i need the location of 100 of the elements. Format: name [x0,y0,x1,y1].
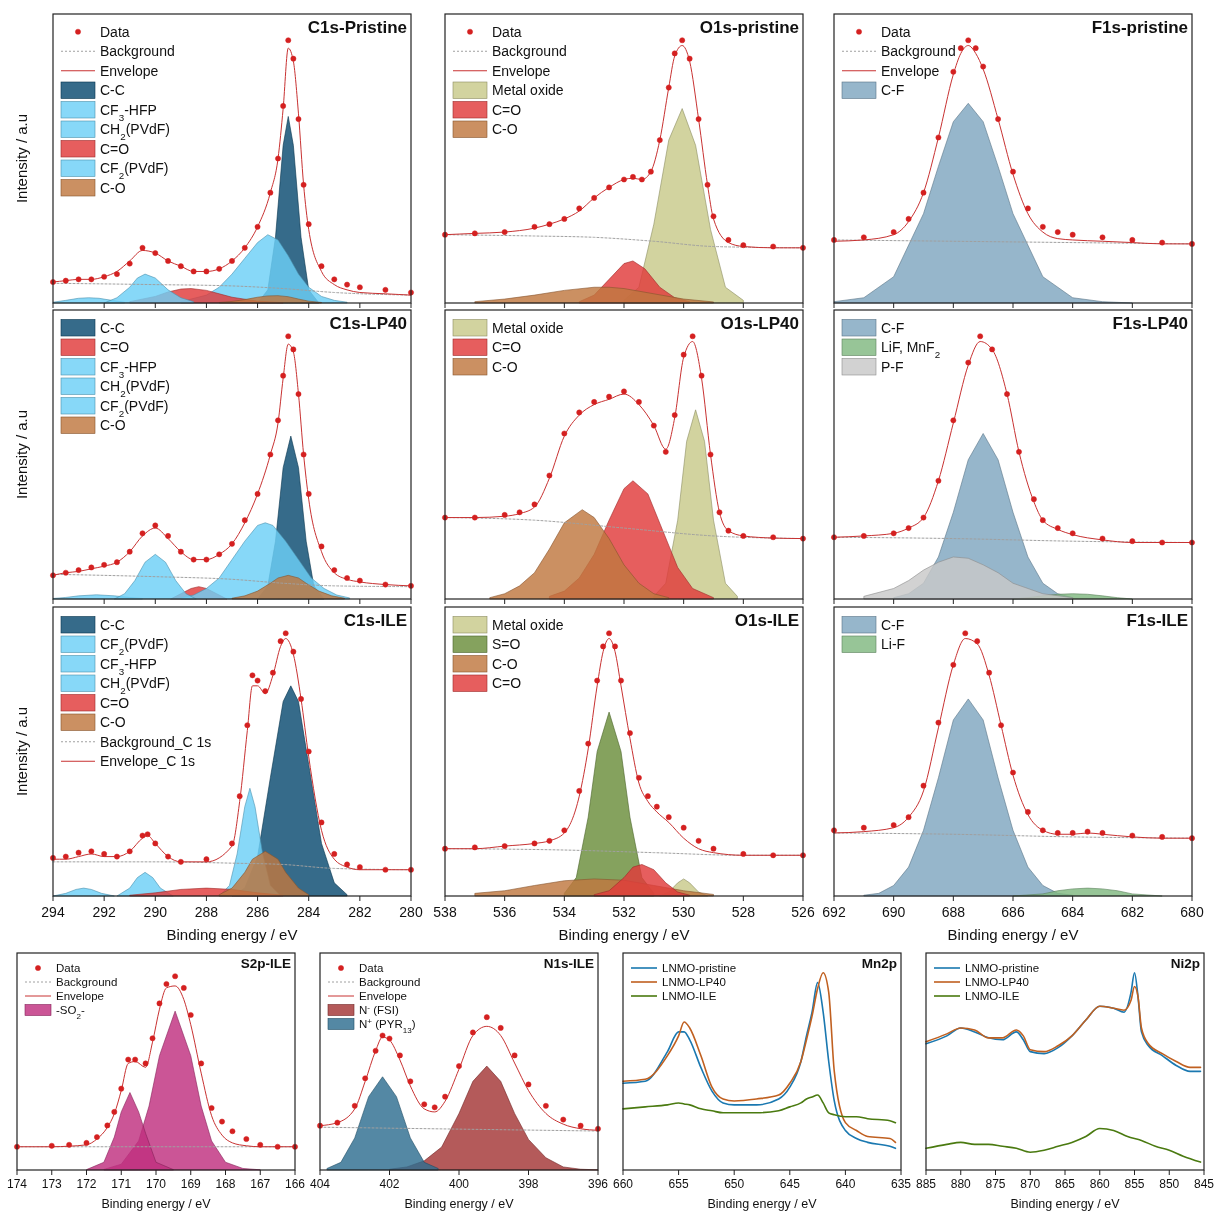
x-tick-label: 850 [1159,1177,1180,1191]
x-axis-title: Binding energy / eV [947,926,1079,943]
legend-label: Envelope [881,62,940,79]
x-tick-label: 680 [1180,904,1204,920]
legend-label: Data [100,23,130,40]
legend-label: C-O [100,179,126,196]
chart-title: C1s-Pristine [307,18,407,37]
legend-label: Data [56,962,81,975]
chart-title: C1s-LP40 [329,314,407,333]
legend-label: Envelope [492,62,551,79]
x-tick-label: 292 [92,904,117,920]
legend-label: LNMO-ILE [965,990,1020,1003]
legend-label: C=O [100,694,130,711]
y-axis-title: Intensity / a.u [13,113,30,204]
x-tick-label: 172 [76,1177,97,1191]
legend-label: LNMO-pristine [662,962,737,975]
legend-label: Envelope [56,990,104,1003]
chart-title: N1s-ILE [543,956,594,971]
x-tick-label: 290 [143,904,168,920]
legend-label: C-F [881,616,905,633]
x-axis-title: Binding energy / eV [707,1197,818,1211]
legend-label: Background [100,43,175,60]
legend-label: N$^{+}$ (PYR$_{13}$) [359,1016,416,1035]
legend-label: Metal oxide [492,319,564,336]
x-tick-label: 169 [180,1177,202,1191]
chart-title: F1s-ILE [1126,611,1188,630]
legend-label: Data [881,23,911,40]
legend-label: LNMO-LP40 [662,976,726,989]
legend-label: Metal oxide [492,616,564,633]
x-tick-label: 536 [492,904,517,920]
x-tick-label: 532 [612,904,636,920]
x-tick-label: 635 [890,1177,912,1191]
legend-label: C=O [100,339,130,356]
legend-label: C-O [100,714,126,731]
legend-label: S=O [492,636,521,653]
x-tick-label: 870 [1020,1177,1041,1191]
legend-label: -SO$_{2}$- [56,1004,85,1021]
x-tick-label: 538 [433,904,457,920]
x-tick-label: 284 [297,904,321,920]
legend-label: C-F [881,82,905,99]
legend-label: LNMO-LP40 [965,976,1029,989]
x-tick-label: 398 [518,1177,539,1191]
x-tick-label: 885 [915,1177,937,1191]
x-tick-label: 692 [822,904,846,920]
x-tick-label: 688 [941,904,966,920]
x-tick-label: 174 [6,1177,28,1191]
legend-label: CH$_{2}$(PVdF) [100,675,171,696]
legend-label: LNMO-pristine [965,962,1040,975]
legend-label: C-C [100,82,125,99]
x-tick-label: 166 [284,1177,306,1191]
y-axis-title: Intensity / a.u [13,409,30,500]
x-tick-label: 280 [399,904,423,920]
legend-label: Data [359,962,384,975]
chart-title: F1s-LP40 [1112,314,1188,333]
legend-label: C-F [881,319,905,336]
x-tick-label: 686 [1001,904,1025,920]
x-tick-label: 404 [309,1177,331,1191]
legend-label: C-C [100,616,125,633]
x-tick-label: 168 [215,1177,236,1191]
x-tick-label: 845 [1193,1177,1215,1191]
x-axis-title: Binding energy / eV [558,926,690,943]
x-tick-label: 660 [612,1177,634,1191]
x-tick-label: 282 [348,904,372,920]
legend-label: Metal oxide [492,82,564,99]
x-tick-label: 528 [731,904,756,920]
chart-title: F1s-pristine [1091,18,1188,37]
legend-label: Envelope [359,990,407,1003]
y-axis-title: Intensity / a.u [13,706,30,797]
x-tick-label: 855 [1124,1177,1145,1191]
legend-label: CF$_{3}$-HFP [100,101,157,123]
x-tick-label: 170 [145,1177,167,1191]
chart-title: Mn2p [861,956,897,971]
x-tick-label: 402 [379,1177,400,1191]
x-tick-label: 530 [671,904,696,920]
legend-label: Envelope [100,62,159,79]
chart-title: O1s-pristine [699,18,799,37]
x-tick-label: 396 [587,1177,609,1191]
x-tick-label: 682 [1120,904,1145,920]
legend-label: CF$_{3}$-HFP [100,655,157,677]
x-axis-title: Binding energy / eV [1010,1197,1121,1211]
legend-label: C-O [492,121,518,138]
legend-label: C=O [492,675,522,692]
legend-label: C=O [492,101,522,118]
x-tick-label: 173 [41,1177,63,1191]
x-tick-label: 655 [668,1177,689,1191]
legend-label: Background [56,976,118,989]
x-tick-label: 534 [552,904,577,920]
legend-label: LNMO-ILE [662,990,717,1003]
legend-label: Envelope_C 1s [100,753,195,770]
legend-label: N$^{-}$ (FSI) [359,1002,399,1017]
legend-label: Background [359,976,421,989]
chart-title: C1s-ILE [343,611,407,630]
legend-label: P-F [881,358,904,375]
x-tick-label: 171 [111,1177,132,1191]
legend-label: Background [492,43,567,60]
legend-label: CF$_{2}$(PVdF) [100,397,169,419]
x-tick-label: 526 [791,904,815,920]
legend-label: C=O [100,140,130,157]
legend-label: Background_C 1s [100,733,212,750]
x-tick-label: 875 [985,1177,1006,1191]
